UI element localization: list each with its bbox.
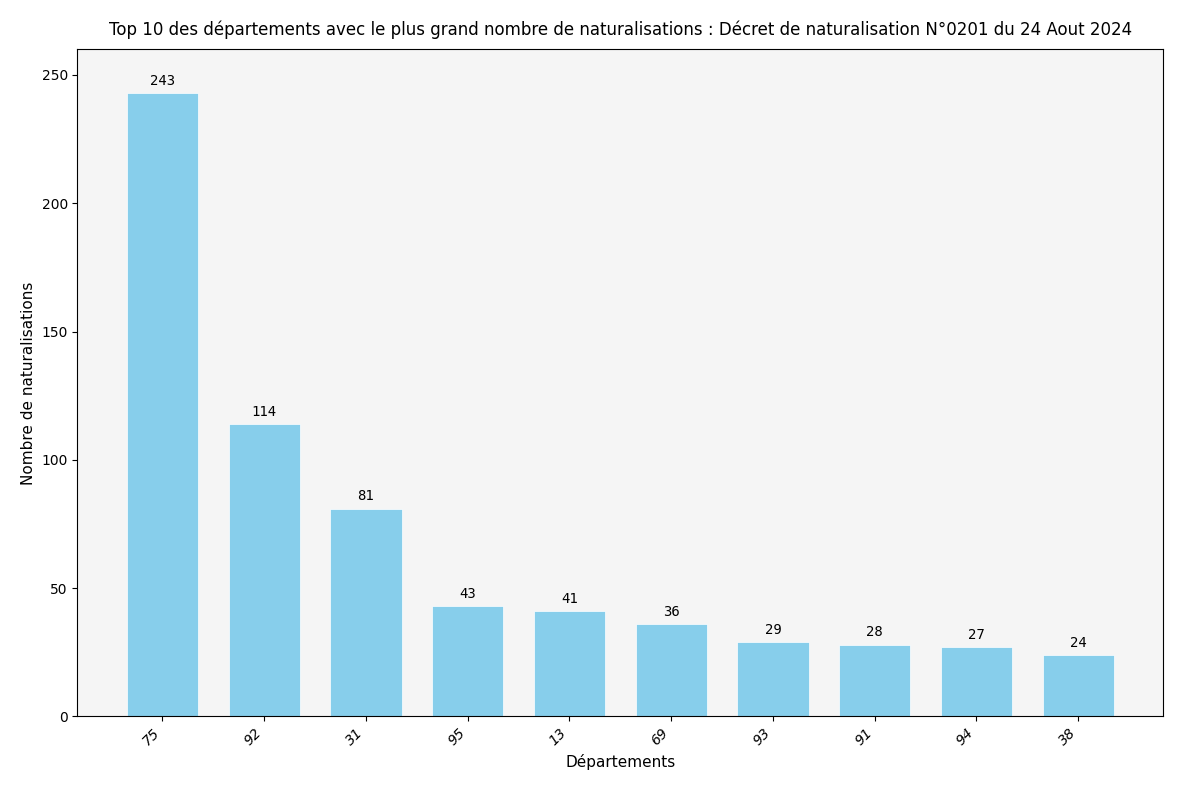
Text: 36: 36 [663, 605, 680, 619]
Text: 243: 243 [150, 74, 175, 88]
Title: Top 10 des départements avec le plus grand nombre de naturalisations : Décret de: Top 10 des départements avec le plus gra… [109, 21, 1132, 40]
Bar [229, 424, 300, 717]
Bar [432, 606, 503, 717]
Bar [127, 93, 198, 717]
Y-axis label: Nombre de naturalisations: Nombre de naturalisations [21, 281, 36, 485]
Bar [1043, 655, 1114, 717]
Bar [738, 642, 809, 717]
Bar [941, 647, 1012, 717]
Text: 114: 114 [252, 405, 277, 418]
Text: 27: 27 [969, 628, 985, 642]
Text: 28: 28 [867, 626, 883, 639]
Bar [839, 645, 910, 717]
Text: 24: 24 [1070, 636, 1087, 649]
Text: 43: 43 [459, 587, 476, 601]
Text: 29: 29 [765, 623, 781, 637]
Bar [636, 624, 707, 717]
Text: 81: 81 [358, 490, 374, 503]
Bar [330, 509, 401, 717]
X-axis label: Départements: Départements [565, 754, 675, 770]
Text: 41: 41 [561, 592, 578, 606]
Bar [534, 611, 605, 717]
